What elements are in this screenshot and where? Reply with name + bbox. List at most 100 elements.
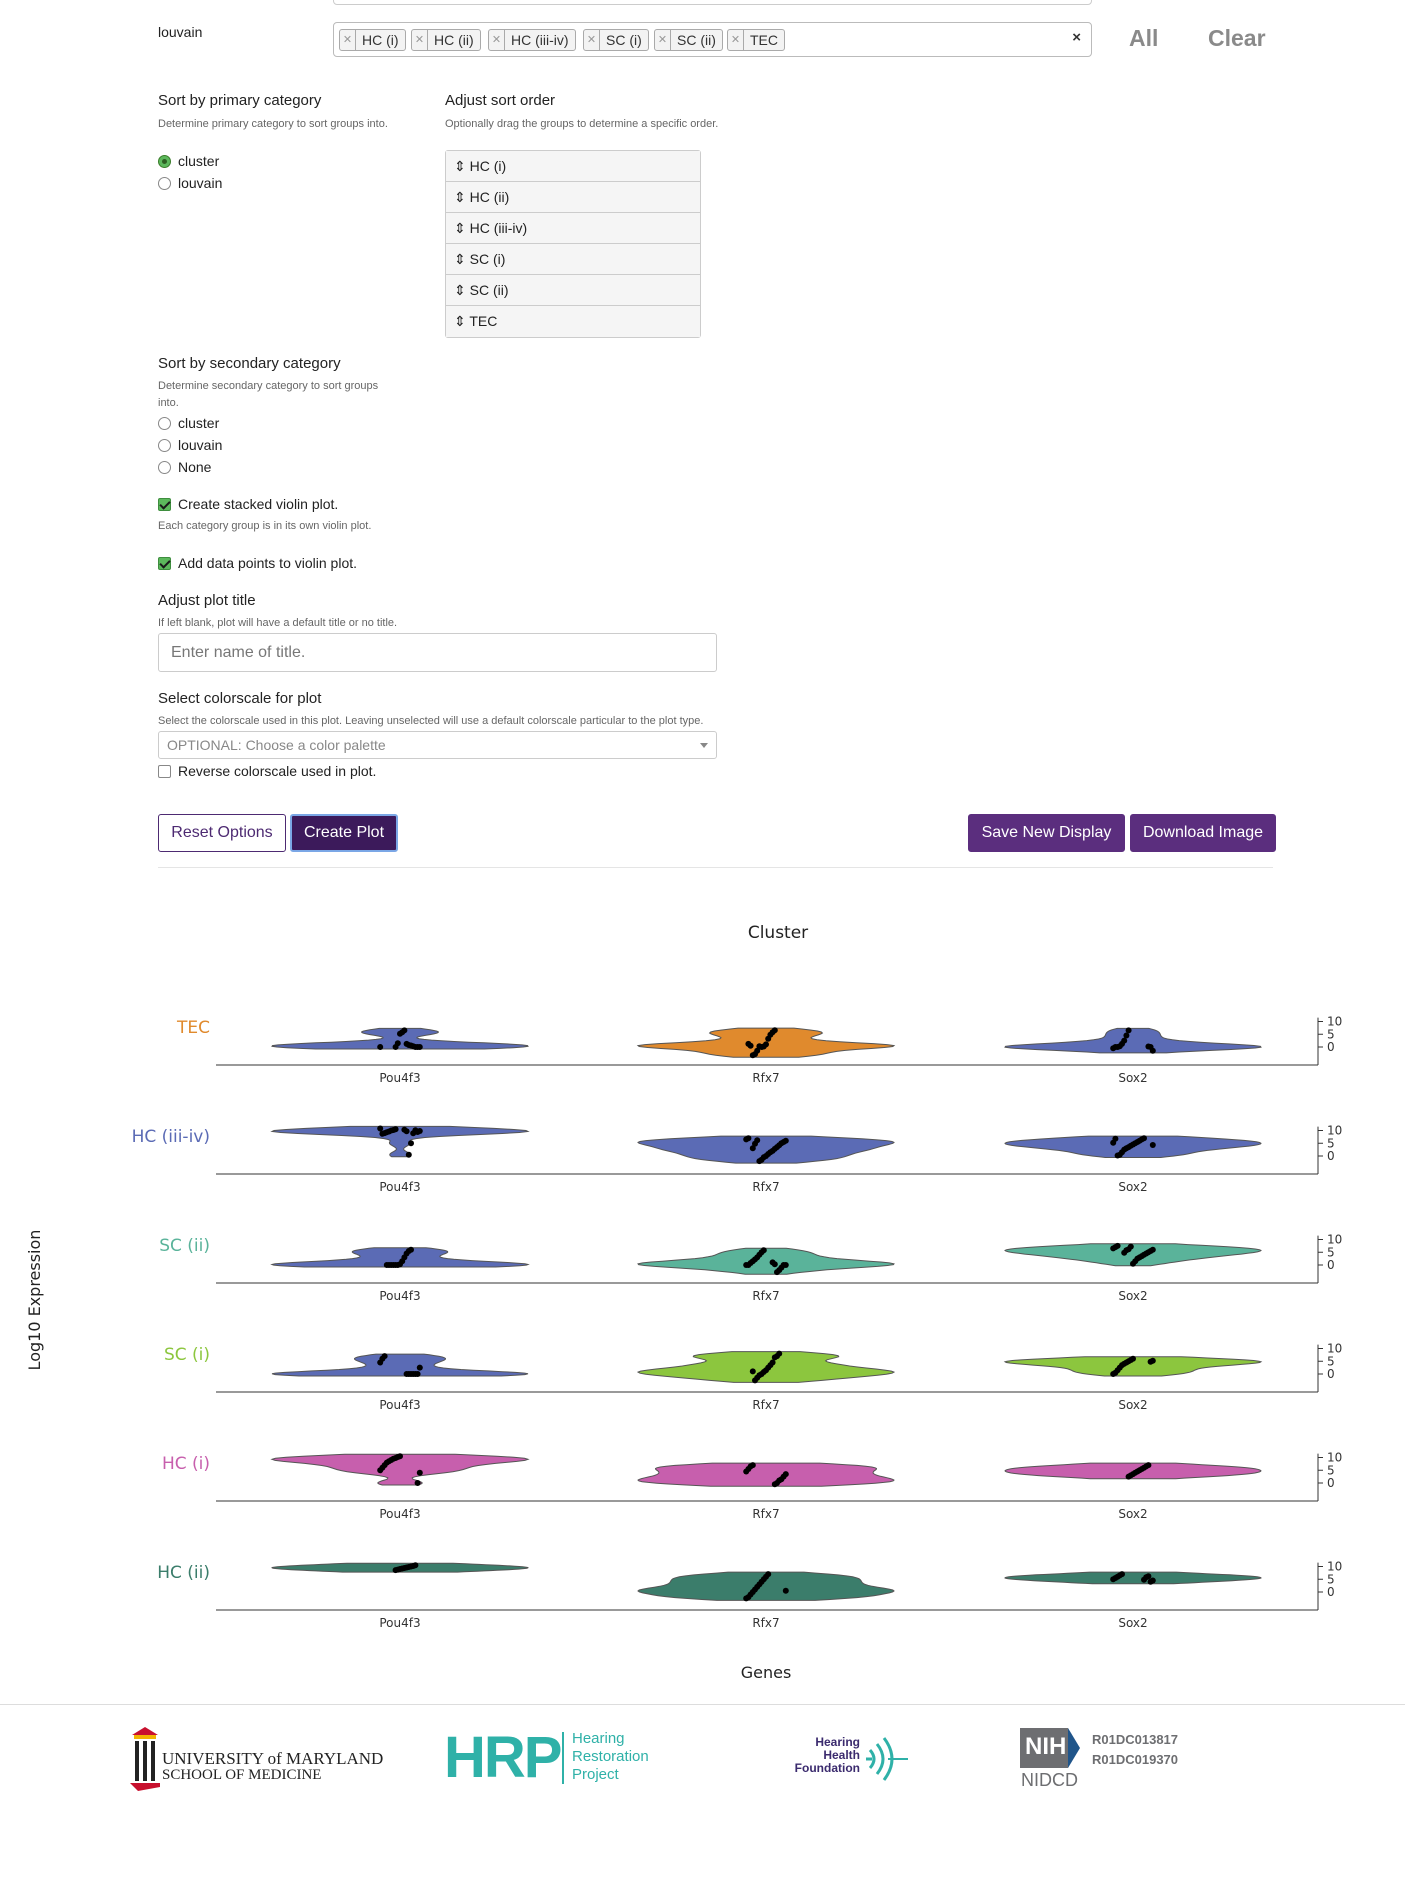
y-tick-label: 0 [1327,1585,1335,1599]
radio-icon[interactable] [158,416,171,430]
y-tick-label: 10 [1327,1233,1342,1247]
violin-shape [1004,1243,1262,1267]
data-point [1110,1371,1117,1377]
colorscale-select[interactable]: OPTIONAL: Choose a color palette [158,731,717,759]
data-point [1149,1142,1156,1148]
gene-tick-label: Rfx7 [752,1507,779,1521]
data-point [377,1125,384,1132]
y-tick-label: 10 [1327,1015,1342,1029]
divider [158,867,1273,868]
add-datapoints-checkbox[interactable]: Add data points to violin plot. [158,555,357,571]
data-point [1125,1473,1132,1480]
violin-shape [637,1571,895,1601]
colorscale-hint: Select the colorscale used in this plot.… [158,715,704,727]
plot-title-input[interactable]: Enter name of title. [158,633,717,672]
sort-item-sc-i[interactable]: ⇕ SC (i) [446,244,700,275]
gene-tick-label: Sox2 [1118,1398,1147,1412]
sort-item-hc-ii[interactable]: ⇕ HC (ii) [446,182,700,213]
data-point [1141,1576,1147,1583]
nih-label: NIH [1025,1733,1067,1760]
checkbox-checked-icon[interactable] [158,556,171,570]
gene-tick-label: Rfx7 [752,1398,779,1412]
gene-tick-label: Pou4f3 [379,1616,420,1630]
sort-order-title: Adjust sort order [445,92,556,109]
tag-hc-iii-iv[interactable]: ✕ HC (iii-iv) [488,29,576,51]
sort-item-hc-i[interactable]: ⇕ HC (i) [446,151,700,182]
data-point [743,1136,750,1143]
sort-item-sc-ii[interactable]: ⇕ SC (ii) [446,275,700,306]
hhf-logo[interactable]: Hearing Health Foundation [790,1736,920,1786]
data-point [377,1044,384,1050]
save-new-display-button[interactable]: Save New Display [968,814,1125,852]
create-plot-button[interactable]: Create Plot [290,814,398,852]
louvain-tag-select[interactable]: ✕ HC (i) ✕ HC (ii) ✕ HC (iii-iv) ✕ SC (i) ✕ S… [333,22,1092,57]
data-point [1121,1249,1128,1256]
x-axis-title: Genes [741,1663,792,1682]
stacked-violin-checkbox[interactable]: Create stacked violin plot. [158,496,338,512]
data-point [377,1467,384,1474]
hrp-words: Hearing Restoration Project [572,1730,649,1783]
tag-remove-icon[interactable]: ✕ [728,30,744,50]
y-tick-label: 5 [1327,1136,1335,1150]
primary-radio-louvain[interactable]: louvain [158,172,222,194]
clear-tags-icon[interactable]: × [1072,29,1081,46]
data-point [392,1567,399,1574]
stacked-violin-hint: Each category group is in its own violin… [158,520,372,532]
umd-logo[interactable]: UNIVERSITY of MARYLAND SCHOOL OF MEDICIN… [130,1725,384,1795]
radio-selected-icon[interactable] [158,154,171,168]
secondary-radio-cluster[interactable]: cluster [158,412,222,434]
violin-shape [270,1125,530,1158]
y-tick-label: 5 [1327,1354,1335,1368]
tag-remove-icon[interactable]: ✕ [340,30,356,50]
umd-line1: UNIVERSITY of MARYLAND [162,1749,384,1768]
secondary-radio-none[interactable]: None [158,456,222,478]
data-point [743,1262,750,1268]
radio-icon[interactable] [158,176,171,190]
secondary-radio-louvain[interactable]: louvain [158,434,222,456]
secondary-category-title: Sort by secondary category [158,355,341,372]
gene-tick-label: Rfx7 [752,1071,779,1085]
reset-options-button[interactable]: Reset Options [158,814,286,852]
clear-button[interactable]: Clear [1208,25,1266,51]
y-axis-title: Log10 Expression [25,1230,44,1371]
tag-remove-icon[interactable]: ✕ [489,30,505,50]
data-point [782,1587,789,1594]
gene-tick-label: Sox2 [1118,1180,1147,1194]
row-label: SC (ii) [159,1236,210,1256]
y-tick-label: 5 [1327,1027,1335,1041]
grant-numbers: R01DC013817 R01DC019370 [1092,1732,1179,1767]
violin-shape [271,1353,529,1377]
checkbox-checked-icon[interactable] [158,497,171,511]
checkbox-icon[interactable] [158,764,171,778]
download-image-button[interactable]: Download Image [1130,814,1276,852]
data-point [1125,1027,1132,1034]
y-tick-label: 0 [1327,1476,1335,1490]
radio-icon[interactable] [158,460,171,474]
tag-remove-icon[interactable]: ✕ [412,30,428,50]
violin-shape [271,1027,529,1050]
gene-tick-label: Rfx7 [752,1180,779,1194]
data-point [401,1126,408,1133]
data-point [403,1371,410,1377]
row-label: HC (iii-iv) [132,1127,210,1147]
tag-sc-i[interactable]: ✕ SC (i) [583,29,649,51]
tag-sc-ii[interactable]: ✕ SC (ii) [654,29,723,51]
select-all-button[interactable]: All [1129,25,1159,51]
tag-hc-ii[interactable]: ✕ HC (ii) [411,29,481,51]
nih-logo[interactable]: NIH NIDCD R01DC013817 R01DC019370 [1020,1728,1190,1798]
radio-icon[interactable] [158,438,171,452]
primary-radio-cluster[interactable]: cluster [158,150,222,172]
sort-item-hc-iii-iv[interactable]: ⇕ HC (iii-iv) [446,213,700,244]
tag-tec[interactable]: ✕ TEC [727,29,785,51]
data-point [771,1481,778,1488]
gene-tick-label: Sox2 [1118,1289,1147,1303]
tag-remove-icon[interactable]: ✕ [584,30,600,50]
row-label: SC (i) [164,1345,210,1365]
sort-item-tec[interactable]: ⇕ TEC [446,306,700,337]
hrp-logo[interactable]: HRP Hearing Restoration Project [444,1728,674,1788]
data-point [765,1035,772,1042]
reverse-colorscale-checkbox[interactable]: Reverse colorscale used in plot. [158,763,376,779]
tag-hc-i[interactable]: ✕ HC (i) [339,29,406,51]
row-label: TEC [176,1018,210,1038]
tag-remove-icon[interactable]: ✕ [655,30,671,50]
